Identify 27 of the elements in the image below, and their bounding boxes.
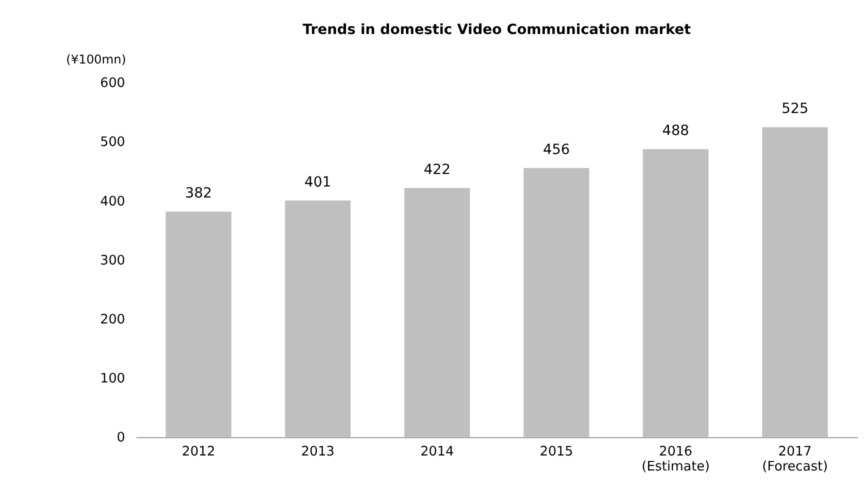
- data-label: 422: [424, 162, 451, 178]
- y-tick-label: 0: [116, 430, 126, 446]
- y-tick-label: 400: [100, 194, 126, 210]
- x-tick-label: 2016 (Estimate): [642, 444, 710, 475]
- y-tick-label: 600: [100, 76, 126, 92]
- x-tick-label: 2014: [420, 444, 454, 460]
- bar: [404, 188, 470, 438]
- bar: [642, 149, 709, 438]
- x-tick-label: 2012: [182, 444, 216, 460]
- y-tick-label: 500: [100, 135, 126, 150]
- data-label: 382: [185, 186, 212, 202]
- y-tick-label: 300: [100, 253, 126, 268]
- x-tick-label: 2015: [540, 444, 574, 460]
- data-label: 401: [304, 174, 332, 190]
- data-label: 456: [543, 142, 570, 158]
- y-tick-label: 100: [100, 371, 126, 386]
- chart-title: Trends in domestic Video Communication market: [302, 22, 692, 38]
- bar: [285, 200, 351, 438]
- bar: [166, 212, 232, 438]
- bar: [524, 168, 590, 438]
- data-label: 525: [782, 101, 808, 118]
- y-axis-title: (¥100mn): [66, 52, 126, 67]
- y-tick-label: 200: [100, 312, 126, 328]
- x-tick-label: 2017 (Forecast): [762, 444, 828, 475]
- x-tick-label: 2013: [301, 444, 335, 460]
- bar: [762, 127, 828, 438]
- data-label: 488: [662, 123, 690, 140]
